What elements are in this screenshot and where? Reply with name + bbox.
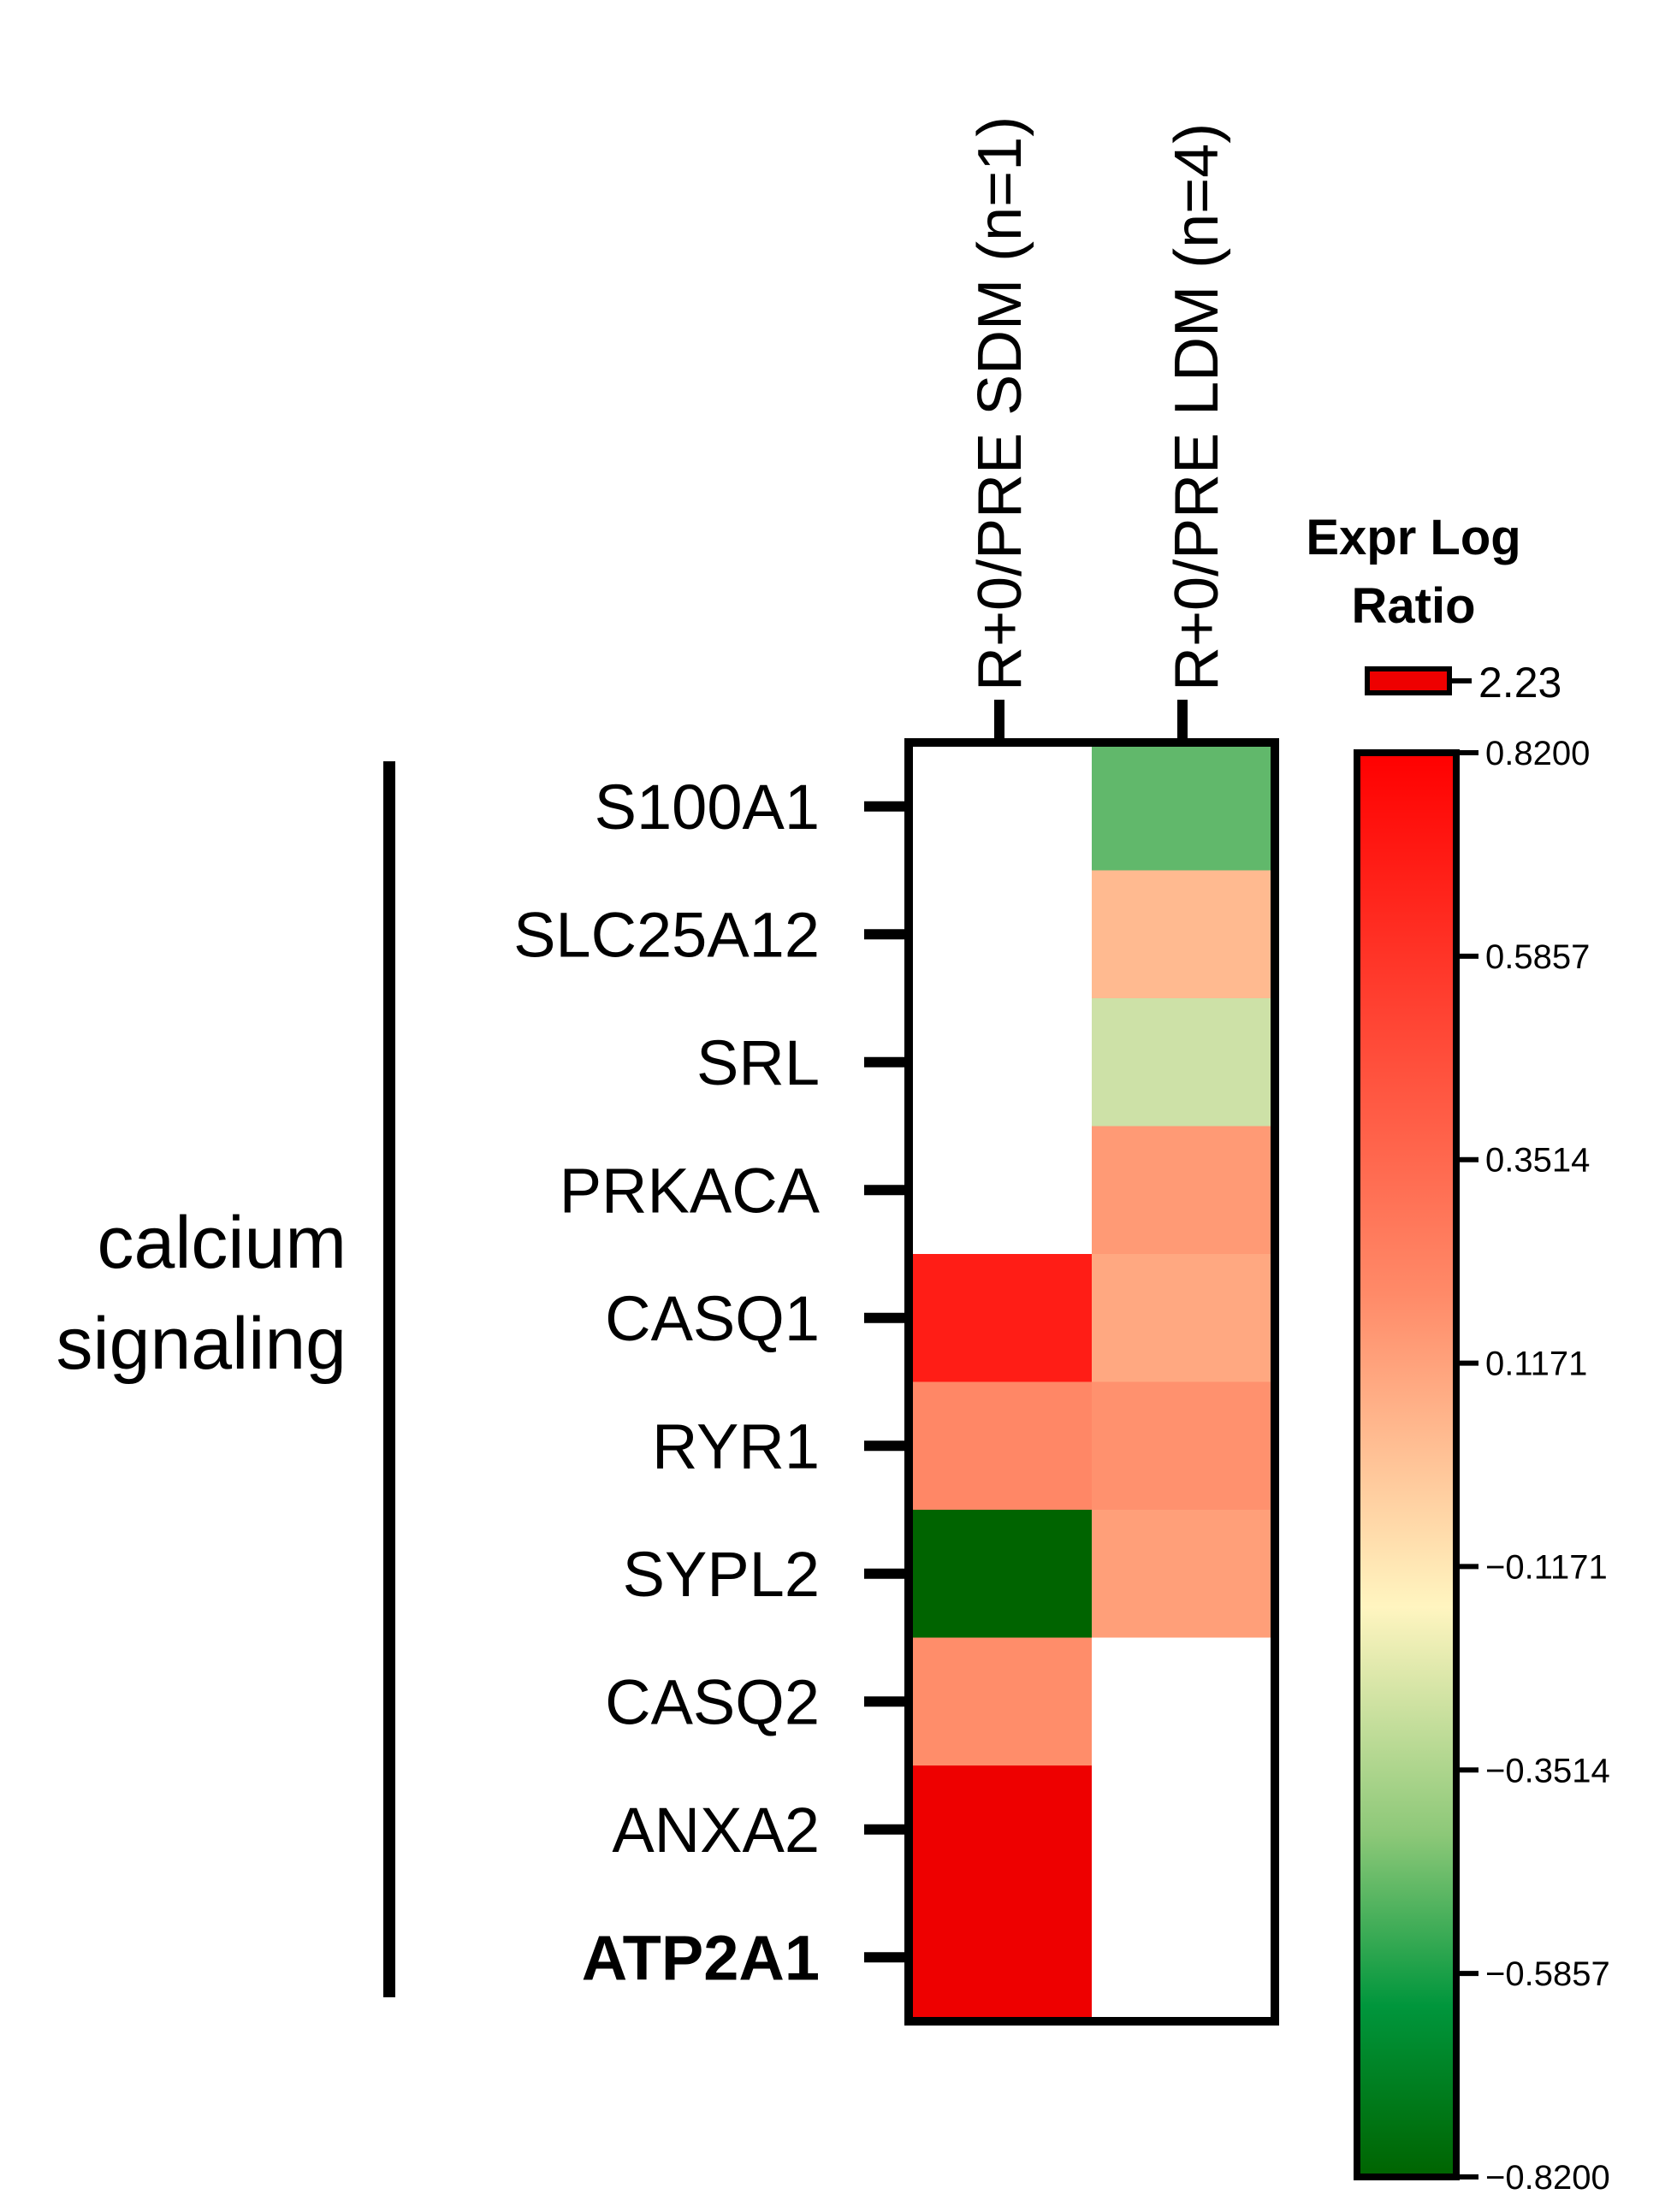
legend-tick-label-2: 0.3514 bbox=[1485, 1142, 1590, 1180]
legend-tick-label-4: −0.1171 bbox=[1485, 1548, 1608, 1586]
legend-tick-label-0: 0.8200 bbox=[1485, 735, 1590, 772]
heatmap-cell-casq1-sdm bbox=[909, 1254, 1093, 1382]
row-label-ryr1: RYR1 bbox=[652, 1411, 820, 1482]
heatmap-cell-ryr1-sdm bbox=[909, 1381, 1093, 1511]
legend-tick-label-5: −0.3514 bbox=[1485, 1752, 1610, 1789]
legend-tick-label-7: −0.8200 bbox=[1485, 2159, 1610, 2197]
row-label-srl: SRL bbox=[696, 1027, 820, 1098]
legend-overflow-label: 2.23 bbox=[1478, 659, 1561, 707]
heatmap-cell-sypl2-sdm bbox=[909, 1510, 1093, 1638]
heatmap-cell-prkaca-ldm bbox=[1092, 1126, 1276, 1255]
legend-tick-label-1: 0.5857 bbox=[1485, 938, 1590, 976]
row-label-anxa2: ANXA2 bbox=[612, 1795, 820, 1866]
heatmap-cell-casq2-sdm bbox=[909, 1637, 1093, 1766]
heatmap-cell-ryr1-ldm bbox=[1092, 1381, 1276, 1511]
heatmap-cell-anxa2-ldm bbox=[1092, 1765, 1276, 1894]
group-label-line1: calcium bbox=[97, 1202, 347, 1284]
row-label-casq2: CASQ2 bbox=[605, 1666, 820, 1737]
legend-overflow-swatch bbox=[1365, 666, 1452, 695]
row-label-prkaca: PRKACA bbox=[560, 1155, 821, 1226]
heatmap-cell-sypl2-ldm bbox=[1092, 1510, 1276, 1638]
heatmap-cell-s100a1-ldm bbox=[1092, 742, 1276, 871]
group-label-line2: signaling bbox=[56, 1303, 347, 1385]
heatmap-cell-casq2-ldm bbox=[1092, 1637, 1276, 1766]
heatmap-cell-srl-ldm bbox=[1092, 998, 1276, 1127]
legend-title-line1: Expr Log bbox=[1306, 510, 1520, 565]
column-header-ldm: R+0/PRE LDM (n=4) bbox=[1163, 123, 1231, 691]
legend-color-bar bbox=[1354, 749, 1460, 2180]
heatmap-cell-prkaca-sdm bbox=[909, 1126, 1093, 1255]
heatmap-cell-slc25a12-sdm bbox=[909, 870, 1093, 999]
legend-tick-label-6: −0.5857 bbox=[1485, 1955, 1610, 1993]
heatmap-cell-casq1-ldm bbox=[1092, 1254, 1276, 1382]
heatmap-cell-slc25a12-ldm bbox=[1092, 870, 1276, 999]
legend-tick-label-3: 0.1171 bbox=[1485, 1346, 1587, 1383]
heatmap-cell-srl-sdm bbox=[909, 998, 1093, 1127]
row-label-s100a1: S100A1 bbox=[595, 772, 820, 843]
heatmap-frame bbox=[904, 738, 1279, 2026]
row-label-atp2a1: ATP2A1 bbox=[582, 1922, 820, 1993]
heatmap-cell-atp2a1-ldm bbox=[1092, 1893, 1276, 2022]
heatmap-cell-s100a1-sdm bbox=[909, 742, 1093, 871]
legend-title-line2: Ratio bbox=[1352, 578, 1476, 634]
column-header-sdm: R+0/PRE SDM (n=1) bbox=[966, 116, 1034, 691]
row-label-sypl2: SYPL2 bbox=[623, 1539, 820, 1610]
row-label-casq1: CASQ1 bbox=[605, 1283, 820, 1354]
heatmap-cell-anxa2-sdm bbox=[909, 1765, 1093, 1894]
heatmap-cell-atp2a1-sdm bbox=[909, 1893, 1093, 2022]
row-label-slc25a12: SLC25A12 bbox=[513, 899, 820, 970]
